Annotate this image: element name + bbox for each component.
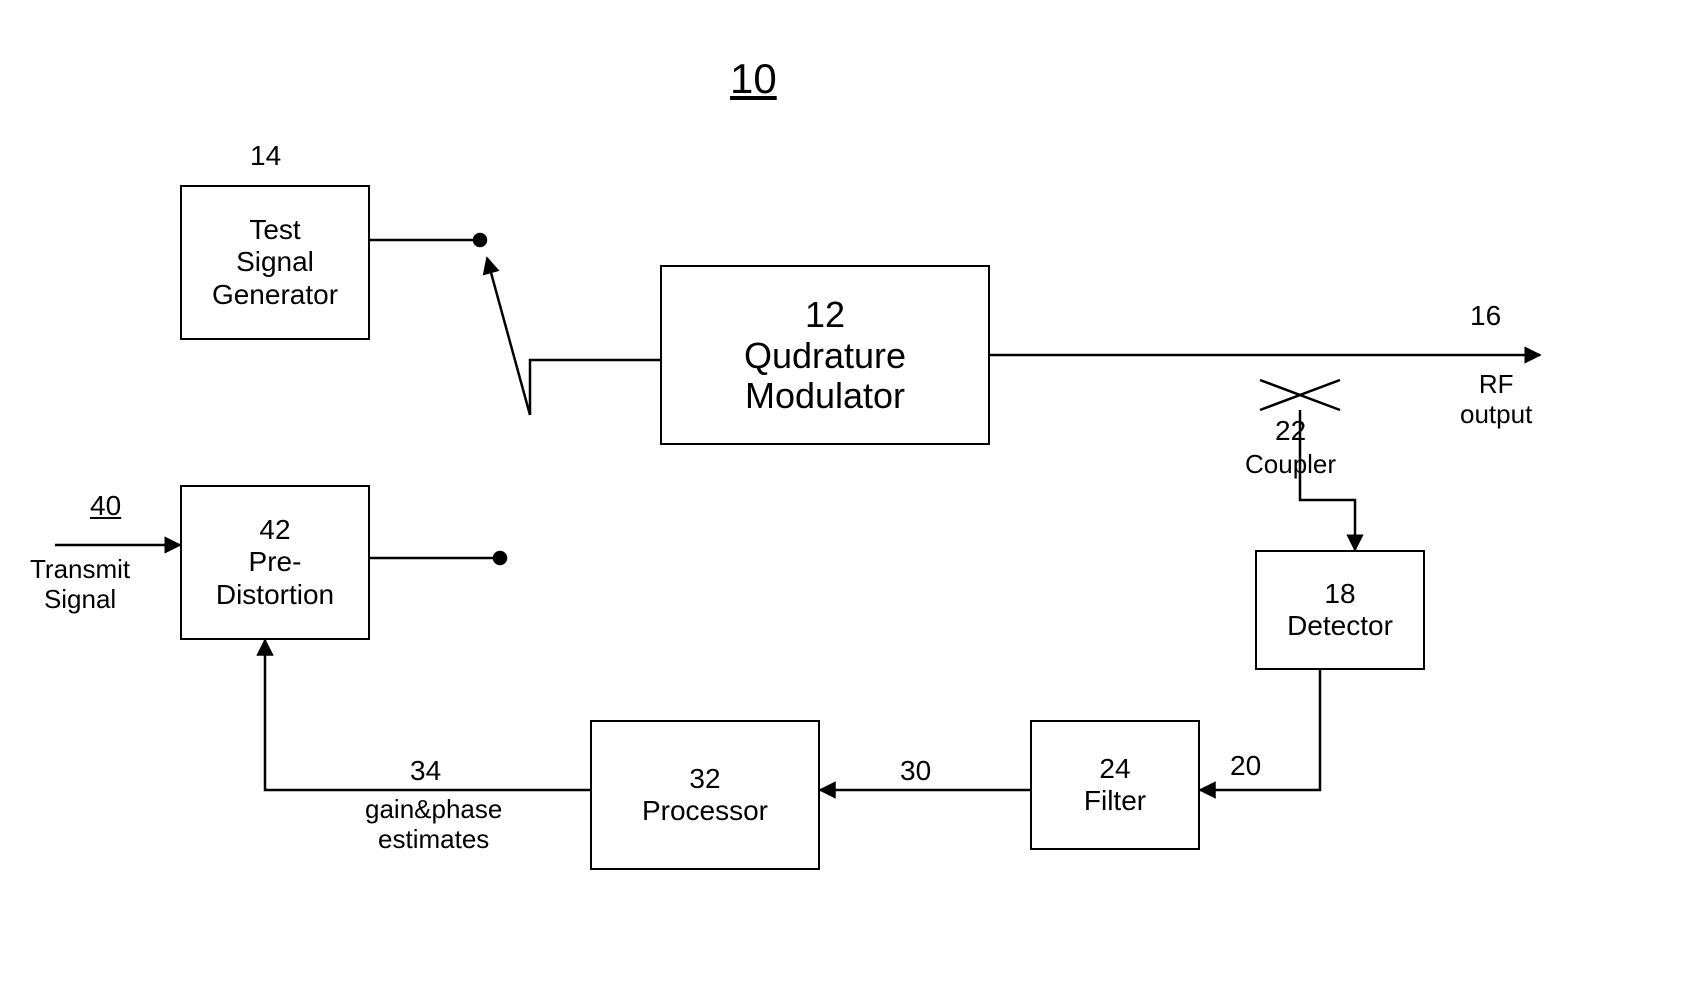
gain-phase-label: gain&phaseestimates	[365, 795, 502, 855]
coupler-label: Coupler	[1245, 450, 1336, 480]
tsg-label: TestSignalGenerator	[212, 214, 338, 311]
detector-num: 18	[1324, 578, 1355, 610]
processor-num: 32	[689, 763, 720, 795]
rf-output-num: 16	[1470, 300, 1501, 332]
diagram-title: 10	[730, 55, 777, 103]
transmit-num: 40	[90, 490, 121, 522]
quadrature-modulator-block: 12 QudratureModulator	[660, 265, 990, 445]
transmit-label: TransmitSignal	[30, 555, 130, 615]
rf-output-label: RFoutput	[1460, 370, 1532, 430]
detector-block: 18 Detector	[1255, 550, 1425, 670]
processor-block: 32 Processor	[590, 720, 820, 870]
filter-num: 24	[1099, 753, 1130, 785]
qmod-label: QudratureModulator	[744, 336, 906, 415]
test-signal-generator-block: TestSignalGenerator	[180, 185, 370, 340]
qmod-num: 12	[805, 294, 845, 336]
block-diagram: 10	[0, 0, 1704, 990]
link-30-num: 30	[900, 755, 931, 787]
filter-block: 24 Filter	[1030, 720, 1200, 850]
predist-num: 42	[259, 514, 290, 546]
tsg-number-label: 14	[250, 140, 281, 172]
link-20-num: 20	[1230, 750, 1261, 782]
gain-phase-num: 34	[410, 755, 441, 787]
processor-label: Processor	[642, 795, 768, 827]
predist-label: Pre-Distortion	[216, 546, 334, 610]
detector-label: Detector	[1287, 610, 1393, 642]
pre-distortion-block: 42 Pre-Distortion	[180, 485, 370, 640]
filter-label: Filter	[1084, 785, 1146, 817]
coupler-num: 22	[1275, 415, 1306, 447]
